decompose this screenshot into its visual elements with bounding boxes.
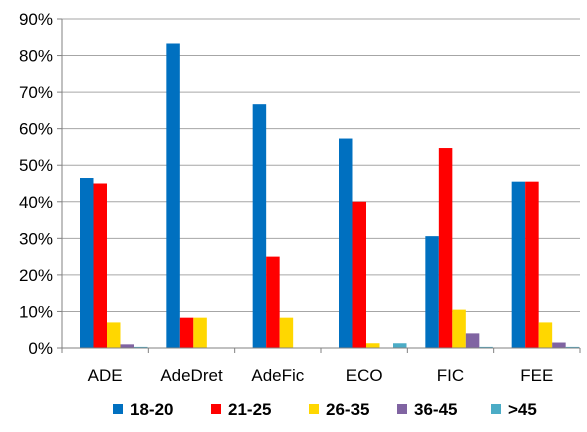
gridlines: [62, 18, 580, 312]
y-tick-label: 80%: [19, 47, 53, 66]
y-tick-label: 0%: [28, 339, 53, 358]
x-category-label: ADE: [88, 366, 123, 385]
bar-45-fee: [565, 346, 580, 348]
bar-3645-fic: [465, 333, 480, 348]
legend-label: 36-45: [414, 400, 457, 419]
bar-2125-fic: [438, 148, 453, 348]
bar-1820-eco: [339, 138, 353, 348]
legend-label: 26-35: [326, 400, 369, 419]
bar-3645-fee: [552, 342, 566, 348]
bar-2635-adedret: [193, 317, 207, 348]
x-category-label: AdeDret: [160, 366, 223, 385]
bar-2125-adefic: [266, 256, 280, 348]
bar-1820-fee: [511, 181, 526, 348]
bar-2635-fic: [452, 309, 466, 348]
legend-label: 21-25: [228, 400, 271, 419]
legend-swatch: [397, 404, 407, 414]
bar-45-ade: [134, 346, 148, 348]
bar-45-eco: [393, 343, 407, 348]
legend-label: >45: [508, 400, 537, 419]
legend-item: 36-45: [397, 400, 457, 419]
legend-item: 26-35: [309, 400, 369, 419]
x-category-label: ECO: [346, 366, 383, 385]
x-category-label: AdeFic: [251, 366, 304, 385]
bar-1820-adefic: [252, 104, 267, 349]
y-tick-label: 70%: [19, 83, 53, 102]
bars: [80, 43, 580, 349]
y-tick-label: 50%: [19, 156, 53, 175]
x-axis-categories: ADE AdeDret AdeFic ECO FIC FEE: [88, 366, 554, 385]
legend-item: 18-20: [113, 400, 173, 419]
y-axis-ticks: 0% 10% 20% 30% 40% 50% 60% 70% 80% 90%: [19, 10, 53, 358]
bar-1820-fic: [425, 236, 439, 348]
legend-swatch: [211, 404, 221, 414]
legend-swatch: [113, 404, 123, 414]
bar-2125-eco: [352, 201, 366, 348]
x-category-label: FIC: [437, 366, 464, 385]
bar-1820-adedret: [166, 43, 180, 349]
bar-2635-ade: [107, 322, 121, 348]
bar-2635-fee: [538, 322, 553, 348]
bar-2635-adefic: [279, 317, 294, 348]
y-tick-label: 90%: [19, 10, 53, 29]
bar-2125-fee: [525, 181, 539, 348]
legend-label: 18-20: [130, 400, 173, 419]
bar-2125-adedret: [179, 317, 194, 348]
y-tick-label: 10%: [19, 302, 53, 321]
bar-45-fic: [479, 346, 493, 348]
y-tick-label: 20%: [19, 266, 53, 285]
bar-2635-eco: [366, 343, 380, 348]
legend: 18-20 21-25 26-35 36-45 >45: [113, 400, 537, 419]
x-category-label: FEE: [520, 366, 553, 385]
y-tick-label: 30%: [19, 229, 53, 248]
legend-swatch: [491, 404, 501, 414]
bar-1820-ade: [80, 178, 94, 348]
axes: [57, 18, 581, 353]
legend-item: 21-25: [211, 400, 271, 419]
y-tick-label: 40%: [19, 193, 53, 212]
bar-3645-ade: [120, 344, 134, 348]
bar-2125-ade: [93, 183, 107, 348]
y-tick-label: 60%: [19, 120, 53, 139]
legend-swatch: [309, 404, 319, 414]
legend-item: >45: [491, 400, 537, 419]
